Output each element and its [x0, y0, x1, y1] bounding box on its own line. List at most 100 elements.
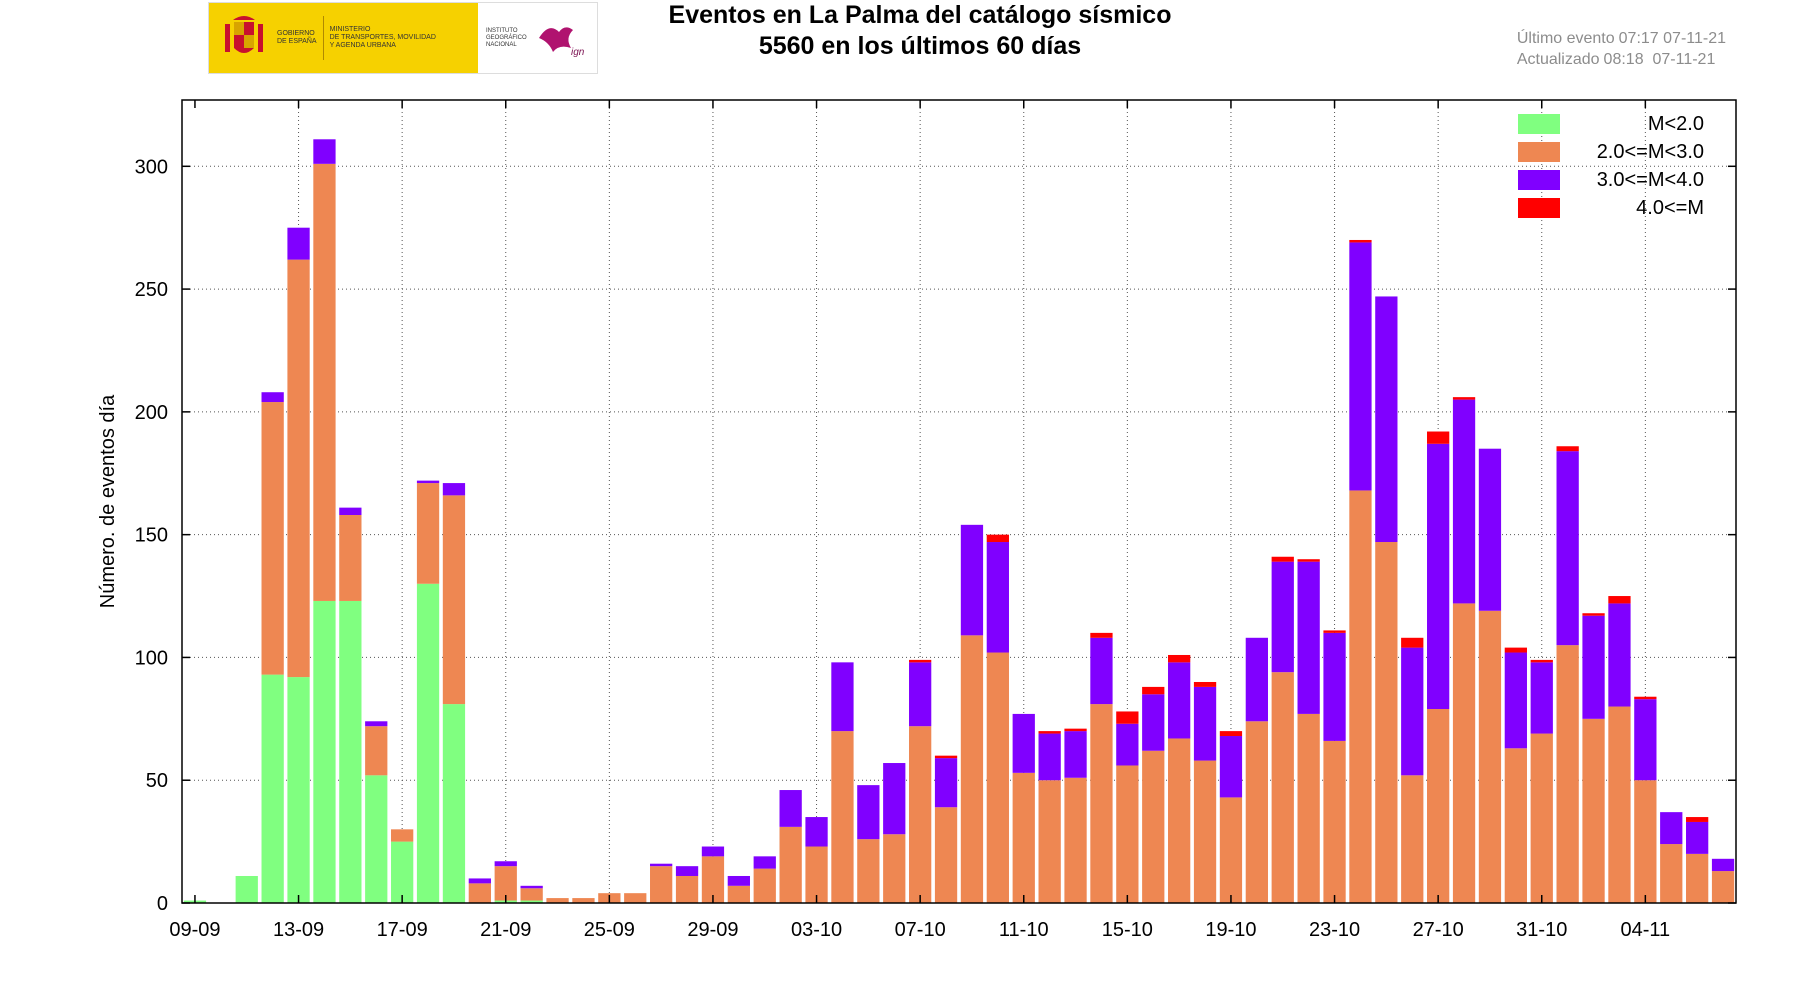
ministry-text: MINISTERIO DE TRANSPORTES, MOVILIDAD Y A…	[329, 26, 436, 49]
bar-segment	[1323, 632, 1346, 741]
bar-segment	[934, 755, 958, 759]
bar-segment	[1427, 431, 1450, 444]
bar-segment	[1686, 817, 1709, 822]
bar-segment	[365, 721, 388, 727]
bar-segment	[494, 861, 517, 867]
bar-segment	[1530, 659, 1553, 663]
bar-segment	[1064, 728, 1087, 732]
bar-segment	[546, 898, 569, 903]
bar-segment	[261, 402, 284, 675]
bar-segment	[1271, 672, 1294, 903]
legend: M<2.0 2.0<=M<3.0 3.0<=M<4.0 4.0<=M	[1518, 110, 1704, 222]
bar-segment	[1634, 780, 1657, 903]
y-tick-label: 0	[157, 893, 168, 915]
bar-segment	[909, 659, 932, 663]
bar-segment	[468, 878, 491, 884]
ticks-layer: 0 50 100 150 200 250 300 09-09 13-09 17-09 21-09 25…	[135, 100, 1736, 941]
x-tick-label: 19-10	[1205, 919, 1256, 941]
bar-segment	[1142, 750, 1165, 903]
bar-segment	[1375, 296, 1398, 543]
bar-segment	[1608, 603, 1631, 707]
bar-segment	[1064, 777, 1087, 903]
bar-segment	[1349, 239, 1372, 243]
bar-segment	[365, 726, 388, 776]
bar-segment	[1530, 662, 1553, 734]
legend-item: 4.0<=M	[1518, 194, 1704, 222]
bar-segment	[1090, 632, 1113, 638]
bar-segment	[520, 900, 543, 903]
legend-item: M<2.0	[1518, 110, 1704, 138]
bar-segment	[520, 888, 543, 901]
bar-segment	[1556, 446, 1579, 452]
bar-segment	[339, 600, 362, 903]
institute-logo-block: INSTITUTO GEOGRÁFICO NACIONAL ign	[478, 3, 597, 73]
bar-segment	[235, 875, 258, 903]
bar-segment	[1323, 630, 1346, 633]
x-tick-label: 04-11	[1621, 919, 1671, 941]
chart-subtitle: 5560 en los últimos 60 días	[758, 32, 1082, 60]
bar-segment	[1219, 731, 1243, 737]
bar-segment	[857, 785, 880, 840]
title-block: Eventos en La Palma del catálogo sísmico…	[600, 0, 1240, 62]
legend-label: 4.0<=M	[1636, 196, 1704, 219]
bar-segment	[753, 868, 776, 903]
logo-separator	[322, 16, 324, 60]
grid-layer	[182, 100, 1736, 903]
bar-segment	[1427, 443, 1450, 710]
bar-segment	[1064, 731, 1087, 778]
bar-segment	[313, 139, 336, 164]
bar-segment	[1168, 654, 1191, 663]
legend-label: 2.0<=M<3.0	[1596, 140, 1704, 163]
bar-segment	[934, 758, 958, 808]
bar-segment	[857, 839, 880, 903]
x-tick-label: 15-10	[1102, 919, 1153, 941]
bar-segment	[339, 507, 362, 516]
bar-segment	[1245, 637, 1268, 722]
x-tick-label: 31-10	[1516, 919, 1567, 941]
bar-segment	[650, 863, 673, 867]
legend-item: 3.0<=M<4.0	[1518, 166, 1704, 194]
bar-segment	[442, 704, 466, 903]
bar-segment	[1193, 681, 1217, 687]
y-tick-label: 150	[135, 525, 168, 547]
bar-segment	[1116, 711, 1139, 724]
bar-segment	[1168, 738, 1191, 903]
bar-segment	[1504, 647, 1527, 653]
bar-segment	[1349, 242, 1372, 491]
x-tick-label: 23-10	[1309, 919, 1360, 941]
x-tick-label: 13-09	[273, 919, 324, 941]
bar-segment	[986, 534, 1009, 543]
legend-item: 2.0<=M<3.0	[1518, 138, 1704, 166]
bar-segment	[909, 662, 932, 727]
bar-segment	[1038, 733, 1061, 781]
chart-title: Eventos en La Palma del catálogo sísmico	[668, 1, 1172, 29]
x-tick-label: 29-09	[687, 919, 738, 941]
bar-segment	[1297, 561, 1320, 714]
bar-segment	[287, 227, 310, 260]
bar-segment	[1012, 713, 1035, 773]
bar-segment	[1219, 797, 1243, 903]
ign-logo-text: ign	[571, 47, 585, 58]
bar-segment	[701, 846, 725, 857]
legend-swatch	[1518, 198, 1560, 218]
bar-segment	[261, 674, 284, 903]
bar-segment	[727, 885, 750, 903]
legend-label: 3.0<=M<4.0	[1596, 168, 1704, 191]
bar-segment	[1323, 740, 1346, 903]
bar-segment	[520, 885, 543, 889]
bar-segment	[960, 635, 984, 903]
y-axis-label: Número. de eventos día	[97, 394, 119, 608]
bar-segment	[1660, 812, 1683, 845]
updated-value: 08:18 07-11-21	[1603, 51, 1716, 68]
bar-segment	[1478, 448, 1502, 611]
bar-segment	[1530, 733, 1553, 903]
bar-segment	[416, 480, 440, 484]
bar-segment	[805, 817, 828, 847]
legend-swatch	[1518, 170, 1560, 190]
bar-segment	[831, 662, 854, 732]
bar-segment	[1556, 645, 1579, 903]
bar-segment	[883, 763, 906, 835]
bar-segment	[675, 875, 699, 903]
bar-segment	[1582, 615, 1605, 719]
